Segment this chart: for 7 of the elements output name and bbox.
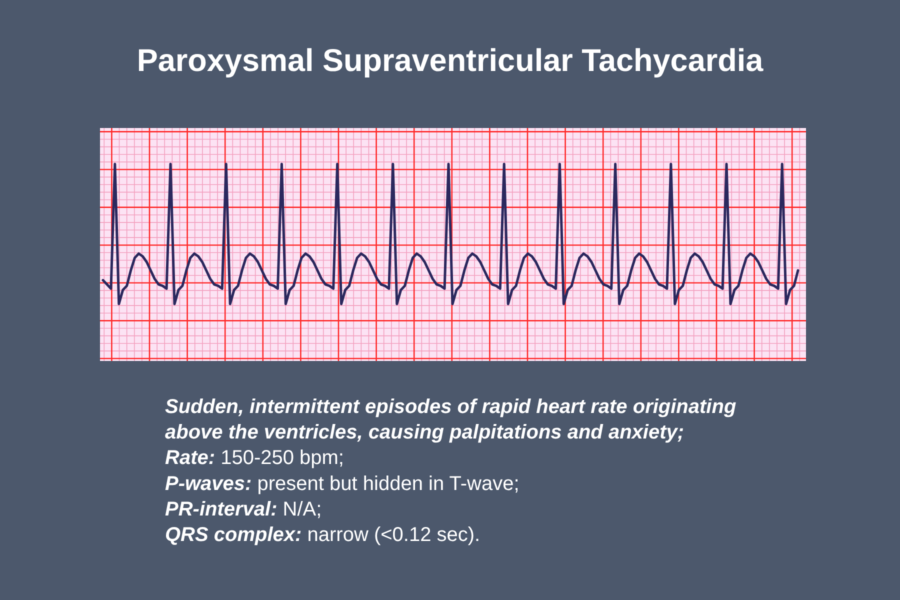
text: Rate: 150-250 bpm; xyxy=(165,447,344,470)
text: PR-interval: N/A; xyxy=(165,498,322,520)
text: P-waves: present but hidden in T-wave; xyxy=(165,472,520,495)
text: above the ventricles, causing palpitations and anxiety; xyxy=(165,422,684,444)
text: Sudden, intermittent episodes of rapid heart rate originating xyxy=(165,396,736,418)
text: QRS complex: narrow (<0.12 sec). xyxy=(165,524,480,546)
chart-title: Paroxysmal Supraventricular Tachycardia xyxy=(136,42,764,78)
